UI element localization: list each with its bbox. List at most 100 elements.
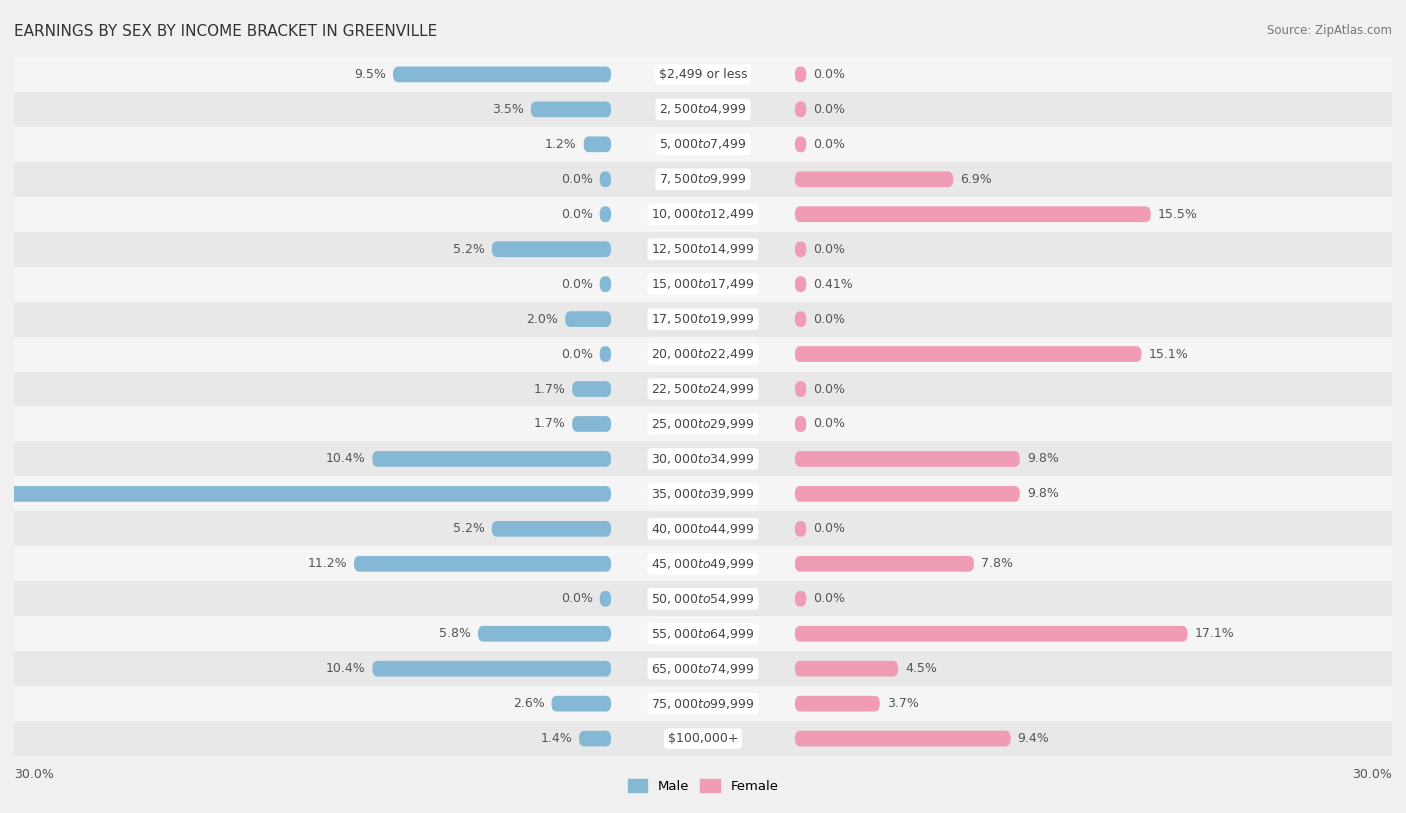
FancyBboxPatch shape [579,731,612,746]
Bar [14,162,1392,197]
FancyBboxPatch shape [794,102,807,117]
Text: 0.0%: 0.0% [813,103,845,115]
FancyBboxPatch shape [599,276,612,292]
Bar [14,232,1392,267]
Text: 5.2%: 5.2% [453,523,485,535]
FancyBboxPatch shape [572,416,612,432]
FancyBboxPatch shape [373,661,612,676]
FancyBboxPatch shape [599,346,612,362]
Text: 9.8%: 9.8% [1026,453,1059,465]
Text: 9.5%: 9.5% [354,68,387,80]
FancyBboxPatch shape [373,451,612,467]
Text: 2.6%: 2.6% [513,698,544,710]
FancyBboxPatch shape [794,276,807,292]
FancyBboxPatch shape [794,521,807,537]
Text: $65,000 to $74,999: $65,000 to $74,999 [651,662,755,676]
Text: 0.0%: 0.0% [561,278,593,290]
Text: 1.2%: 1.2% [546,138,576,150]
Text: 0.0%: 0.0% [813,138,845,150]
Bar [14,197,1392,232]
FancyBboxPatch shape [794,137,807,152]
Bar [14,302,1392,337]
Bar [14,511,1392,546]
FancyBboxPatch shape [794,346,1142,362]
Text: 9.4%: 9.4% [1018,733,1049,745]
Bar [14,616,1392,651]
Text: 30.0%: 30.0% [14,768,53,781]
Text: $10,000 to $12,499: $10,000 to $12,499 [651,207,755,221]
Text: 0.41%: 0.41% [813,278,853,290]
FancyBboxPatch shape [354,556,612,572]
FancyBboxPatch shape [478,626,612,641]
Text: 3.7%: 3.7% [887,698,918,710]
Text: 0.0%: 0.0% [813,313,845,325]
FancyBboxPatch shape [599,172,612,187]
Text: $25,000 to $29,999: $25,000 to $29,999 [651,417,755,431]
Bar [14,686,1392,721]
Text: $30,000 to $34,999: $30,000 to $34,999 [651,452,755,466]
Text: 6.9%: 6.9% [960,173,993,185]
Bar [14,127,1392,162]
Text: 10.4%: 10.4% [326,663,366,675]
FancyBboxPatch shape [794,486,1019,502]
FancyBboxPatch shape [794,661,898,676]
FancyBboxPatch shape [794,416,807,432]
Text: 0.0%: 0.0% [813,593,845,605]
Text: 1.7%: 1.7% [533,383,565,395]
Bar [14,267,1392,302]
FancyBboxPatch shape [794,556,974,572]
Text: 5.2%: 5.2% [453,243,485,255]
Text: 11.2%: 11.2% [308,558,347,570]
FancyBboxPatch shape [794,381,807,397]
Text: 15.5%: 15.5% [1157,208,1198,220]
Text: 0.0%: 0.0% [561,593,593,605]
FancyBboxPatch shape [492,241,612,257]
FancyBboxPatch shape [531,102,612,117]
Text: 7.8%: 7.8% [981,558,1012,570]
Text: $2,500 to $4,999: $2,500 to $4,999 [659,102,747,116]
FancyBboxPatch shape [794,172,953,187]
Text: $50,000 to $54,999: $50,000 to $54,999 [651,592,755,606]
Bar [14,406,1392,441]
FancyBboxPatch shape [583,137,612,152]
Text: $75,000 to $99,999: $75,000 to $99,999 [651,697,755,711]
FancyBboxPatch shape [794,591,807,606]
Bar [14,57,1392,92]
FancyBboxPatch shape [565,311,612,327]
Text: 15.1%: 15.1% [1149,348,1188,360]
Text: 0.0%: 0.0% [813,383,845,395]
Text: $45,000 to $49,999: $45,000 to $49,999 [651,557,755,571]
Bar [14,476,1392,511]
Text: 30.0%: 30.0% [1353,768,1392,781]
Text: EARNINGS BY SEX BY INCOME BRACKET IN GREENVILLE: EARNINGS BY SEX BY INCOME BRACKET IN GRE… [14,24,437,39]
Text: $40,000 to $44,999: $40,000 to $44,999 [651,522,755,536]
Text: $20,000 to $22,499: $20,000 to $22,499 [651,347,755,361]
Bar [14,581,1392,616]
Text: 5.8%: 5.8% [439,628,471,640]
Text: 17.1%: 17.1% [1195,628,1234,640]
Text: $55,000 to $64,999: $55,000 to $64,999 [651,627,755,641]
Text: 4.5%: 4.5% [905,663,936,675]
FancyBboxPatch shape [794,207,1152,222]
Text: 10.4%: 10.4% [326,453,366,465]
Text: $5,000 to $7,499: $5,000 to $7,499 [659,137,747,151]
Text: 0.0%: 0.0% [813,243,845,255]
Text: Source: ZipAtlas.com: Source: ZipAtlas.com [1267,24,1392,37]
FancyBboxPatch shape [794,626,1188,641]
Text: 0.0%: 0.0% [561,208,593,220]
Bar [14,441,1392,476]
FancyBboxPatch shape [794,67,807,82]
FancyBboxPatch shape [794,451,1019,467]
Text: 0.0%: 0.0% [813,68,845,80]
FancyBboxPatch shape [599,207,612,222]
Bar [14,651,1392,686]
FancyBboxPatch shape [794,311,807,327]
FancyBboxPatch shape [794,241,807,257]
Text: 3.5%: 3.5% [492,103,524,115]
Text: $17,500 to $19,999: $17,500 to $19,999 [651,312,755,326]
FancyBboxPatch shape [572,381,612,397]
Text: 0.0%: 0.0% [813,418,845,430]
Legend: Male, Female: Male, Female [623,774,783,798]
Text: 1.4%: 1.4% [540,733,572,745]
Text: 0.0%: 0.0% [561,348,593,360]
